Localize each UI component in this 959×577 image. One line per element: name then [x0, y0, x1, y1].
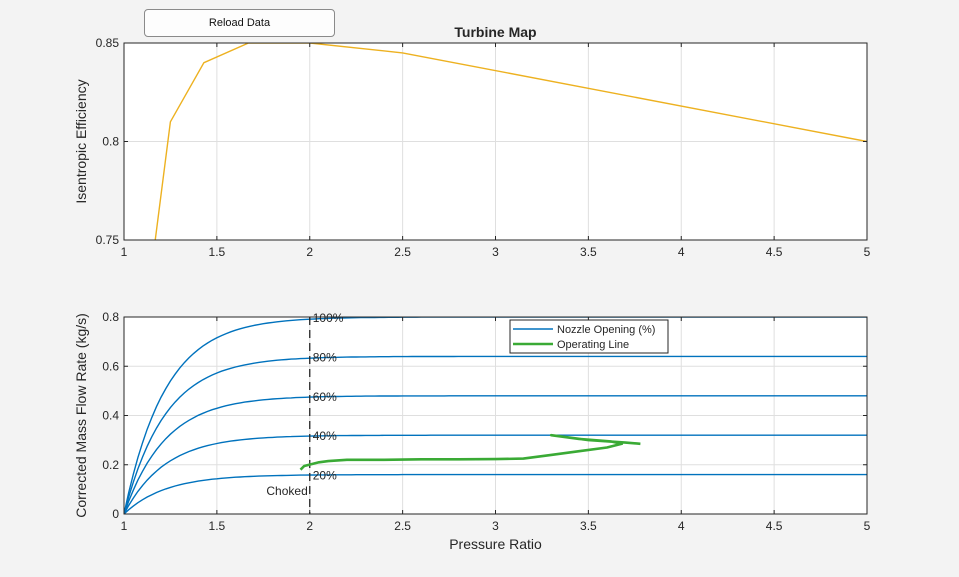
efficiency-xtick-label: 3	[492, 245, 499, 259]
massflow-ytick-label: 0.8	[102, 310, 119, 324]
efficiency-ytick-label: 0.8	[102, 135, 119, 149]
nozzle-curve	[124, 355, 867, 514]
efficiency-xtick-label: 5	[864, 245, 871, 259]
massflow-xtick-label: 1	[121, 519, 128, 533]
legend-label: Operating Line	[557, 339, 629, 351]
massflow-xtick-label: 2	[306, 519, 313, 533]
massflow-ytick-label: 0	[112, 507, 119, 521]
nozzle-curve	[124, 473, 867, 514]
efficiency-xtick-label: 4.5	[766, 245, 783, 259]
massflow-xlabel: Pressure Ratio	[449, 536, 542, 552]
choke-label: Choked	[266, 484, 307, 498]
massflow-xtick-label: 2.5	[394, 519, 411, 533]
massflow-plot-content	[124, 317, 867, 514]
nozzle-curve	[124, 434, 867, 514]
efficiency-xtick-label: 2	[306, 245, 313, 259]
massflow-ytick-label: 0.6	[102, 359, 119, 373]
mass-flow-axes: 1 1.5 2 2.5 3 3.5 4 4.5 5 0 0.2 0.4 0.6 0.8 Pressure R…	[73, 310, 871, 552]
massflow-ytick-label: 0.2	[102, 458, 119, 472]
nozzle-opening-label: 20%	[313, 469, 337, 483]
massflow-xtick-label: 4	[678, 519, 685, 533]
nozzle-opening-label: 60%	[313, 390, 337, 404]
nozzle-curve	[124, 317, 867, 514]
efficiency-ylabel: Isentropic Efficiency	[73, 79, 89, 203]
operating-line	[299, 433, 641, 471]
efficiency-xtick-label: 4	[678, 245, 685, 259]
massflow-xtick-label: 3.5	[580, 519, 597, 533]
massflow-xtick-label: 5	[864, 519, 871, 533]
efficiency-xtick-label: 2.5	[394, 245, 411, 259]
nozzle-curve	[124, 395, 867, 514]
nozzle-opening-label: 40%	[313, 429, 337, 443]
legend-label: Nozzle Opening (%)	[557, 324, 655, 336]
efficiency-ytick-label: 0.85	[96, 36, 120, 50]
legend-box	[509, 319, 669, 354]
massflow-xtick-label: 4.5	[766, 519, 783, 533]
massflow-xtick-label: 1.5	[209, 519, 226, 533]
massflow-ylabel: Corrected Mass Flow Rate (kg/s)	[73, 313, 89, 518]
efficiency-line	[154, 43, 867, 240]
efficiency-xtick-label: 1	[121, 245, 128, 259]
efficiency-title: Turbine Map	[454, 24, 536, 40]
efficiency-plot-content	[154, 43, 867, 240]
nozzle-opening-label: 80%	[313, 350, 337, 364]
efficiency-xtick-label: 3.5	[580, 245, 597, 259]
massflow-xtick-label: 3	[492, 519, 499, 533]
legend: Nozzle Opening (%) Operating Line	[509, 319, 669, 354]
efficiency-xtick-label: 1.5	[209, 245, 226, 259]
nozzle-opening-label: 100%	[313, 311, 344, 325]
massflow-ytick-label: 0.4	[102, 409, 119, 423]
efficiency-axes: 1 1.5 2 2.5 3 3.5 4 4.5 5 0.75 0.8 0.85 Turbine Map I…	[73, 24, 871, 259]
reload-data-button[interactable]: Reload Data	[144, 9, 335, 37]
efficiency-ytick-label: 0.75	[96, 233, 120, 247]
